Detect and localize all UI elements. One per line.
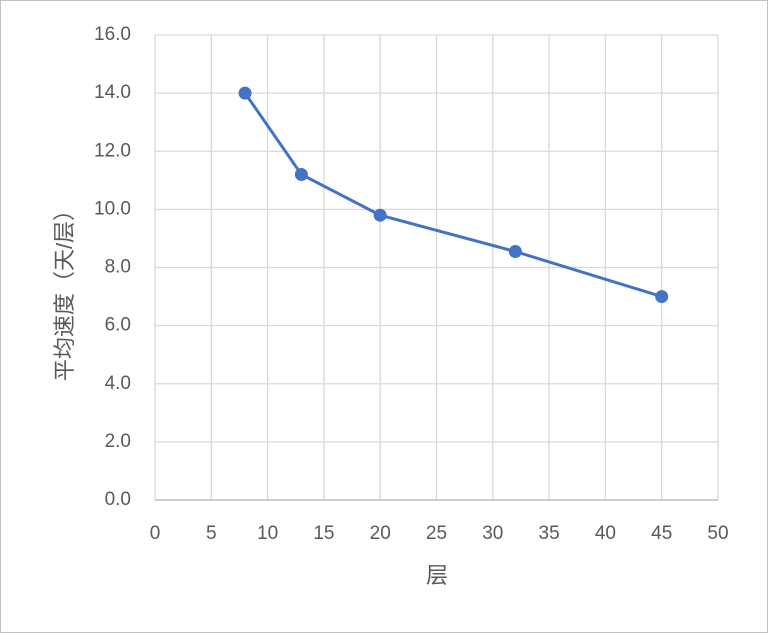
x-tick-label: 20 <box>370 523 391 544</box>
point <box>655 290 669 304</box>
y-tick-label: 16.0 <box>94 24 131 45</box>
x-tick-label: 35 <box>539 523 560 544</box>
y-tick-label: 10.0 <box>94 198 131 219</box>
x-tick-label: 40 <box>595 523 616 544</box>
x-tick-label: 25 <box>426 523 447 544</box>
point <box>294 168 308 181</box>
y-tick-label: 4.0 <box>105 373 131 394</box>
y-tick-label: 2.0 <box>105 431 131 452</box>
x-tick-label: 50 <box>707 523 728 544</box>
y-tick-label: 0.0 <box>105 489 131 510</box>
y-axis-label: 平均速度（天/层） <box>52 199 77 381</box>
x-tick-label: 10 <box>257 523 278 544</box>
point <box>508 245 522 259</box>
y-tick-label: 8.0 <box>105 257 131 278</box>
y-tick-label: 6.0 <box>105 315 131 336</box>
y-tick-label: 14.0 <box>94 82 131 103</box>
x-tick-label: 45 <box>651 523 672 544</box>
x-tick-label: 5 <box>206 523 217 544</box>
x-tick-label: 30 <box>482 523 503 544</box>
x-tick-label: 15 <box>313 523 334 544</box>
x-axis-label: 层 <box>426 563 448 588</box>
x-tick-label: 0 <box>150 523 161 544</box>
y-tick-label: 12.0 <box>94 140 131 161</box>
point <box>373 208 387 222</box>
point <box>238 86 252 100</box>
